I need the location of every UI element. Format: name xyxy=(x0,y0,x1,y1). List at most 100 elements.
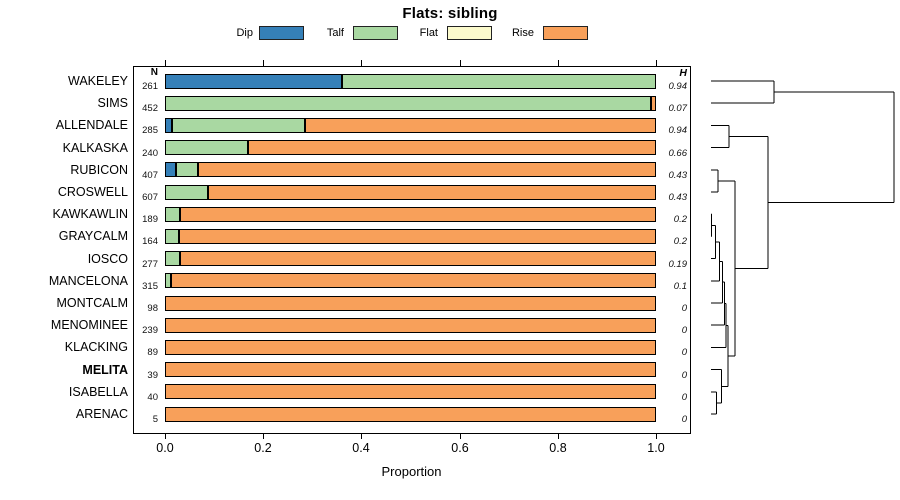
x-axis-tick xyxy=(460,433,461,439)
plot-box xyxy=(133,66,691,434)
h-value: 0.2 xyxy=(673,236,687,248)
h-value: 0.2 xyxy=(673,214,687,226)
n-value: 240 xyxy=(142,147,158,159)
x-axis-tick-label: 1.0 xyxy=(647,441,665,455)
row-label: MONTCALM xyxy=(56,296,128,310)
n-value: 315 xyxy=(142,280,158,292)
n-value: 39 xyxy=(147,369,158,381)
h-value: 0.1 xyxy=(673,280,687,292)
bar-segment-talf xyxy=(341,73,656,89)
bar-segment-talf xyxy=(175,162,198,178)
h-value: 0 xyxy=(681,414,687,425)
h-column-header: H xyxy=(679,67,687,79)
bar-segment-rise xyxy=(208,184,656,200)
row-label: IOSCO xyxy=(87,251,128,266)
row-label: MENOMINEE xyxy=(50,318,128,333)
legend-label-flat: Flat xyxy=(419,27,438,39)
bar-segment-talf xyxy=(165,206,180,222)
bar-segment-rise xyxy=(304,117,656,133)
row-label: ARENAC xyxy=(75,407,128,421)
x-axis-tick xyxy=(165,433,166,439)
x-axis-tick xyxy=(263,433,264,439)
bar-segment-rise xyxy=(165,384,656,400)
n-value: 607 xyxy=(142,192,158,203)
h-value: 0.07 xyxy=(668,103,688,115)
n-column-header: N xyxy=(150,67,158,78)
x-axis-tick xyxy=(656,433,657,439)
legend-swatch-flat xyxy=(447,26,492,40)
row-label: SIMS xyxy=(97,96,128,111)
row-label: WAKELEY xyxy=(68,74,128,88)
x-axis-tick xyxy=(361,60,362,66)
row-label: ISABELLA xyxy=(68,384,128,399)
x-axis-tick-label: 0.0 xyxy=(156,441,174,455)
bar-segment-rise xyxy=(248,140,656,156)
n-value: 285 xyxy=(142,125,158,137)
row-label: GRAYCALM xyxy=(58,229,128,244)
row-label: KLACKING xyxy=(64,340,128,355)
bar-segment-rise xyxy=(179,206,656,222)
n-value: 40 xyxy=(147,391,158,403)
legend-label-dip: Dip xyxy=(236,27,253,39)
row-label: ALLENDALE xyxy=(55,118,128,133)
row-label: MANCELONA xyxy=(48,273,128,288)
h-value: 0.94 xyxy=(668,125,688,137)
x-axis-tick xyxy=(263,60,264,66)
legend-swatch-dip xyxy=(259,26,304,40)
bar-segment-rise xyxy=(165,406,656,422)
bar-segment-rise xyxy=(651,95,656,111)
n-value: 98 xyxy=(147,303,158,314)
bar-segment-talf xyxy=(172,117,305,133)
row-label: CROSWELL xyxy=(57,185,128,199)
legend-swatch-rise xyxy=(543,26,588,40)
h-value: 0.43 xyxy=(668,169,688,181)
row-label: MELITA xyxy=(82,362,128,377)
bar-segment-talf xyxy=(165,140,249,156)
bar-segment-dip xyxy=(165,73,342,89)
x-axis-tick-label: 0.2 xyxy=(254,441,272,455)
n-value: 89 xyxy=(147,347,158,359)
x-axis-tick xyxy=(165,60,166,66)
h-value: 0.19 xyxy=(668,258,688,270)
h-value: 0.66 xyxy=(668,147,688,159)
x-axis-tick xyxy=(460,60,461,66)
bar-segment-dip xyxy=(165,117,173,133)
row-label: RUBICON xyxy=(70,162,128,177)
row-label: KALKASKA xyxy=(62,140,128,155)
n-value: 164 xyxy=(142,236,158,248)
legend-swatch-talf xyxy=(353,26,398,40)
h-value: 0 xyxy=(681,303,687,314)
n-value: 189 xyxy=(142,214,158,226)
chart-title: Flats: sibling xyxy=(402,5,498,22)
x-axis-tick-label: 0.4 xyxy=(352,441,370,455)
bar-segment-rise xyxy=(197,162,656,178)
row-label: KAWKAWLIN xyxy=(52,207,128,222)
bar-segment-talf xyxy=(165,184,209,200)
n-value: 452 xyxy=(142,103,158,115)
x-axis-tick-label: 0.6 xyxy=(451,441,469,455)
bar-segment-rise xyxy=(165,339,656,355)
bar-segment-talf xyxy=(165,228,179,244)
n-value: 261 xyxy=(142,81,158,92)
bar-segment-talf xyxy=(165,95,652,111)
x-axis-tick xyxy=(558,60,559,66)
h-value: 0.43 xyxy=(668,192,688,203)
x-axis-tick xyxy=(558,433,559,439)
h-value: 0 xyxy=(681,325,687,337)
h-value: 0 xyxy=(681,369,687,381)
bar-segment-rise xyxy=(165,317,656,333)
n-value: 239 xyxy=(142,325,158,337)
bar-segment-rise xyxy=(171,273,656,289)
bar-segment-rise xyxy=(165,295,656,311)
h-value: 0 xyxy=(681,347,687,359)
bar-segment-rise xyxy=(178,228,656,244)
legend-label-rise: Rise xyxy=(511,27,534,39)
n-value: 407 xyxy=(142,169,158,181)
x-axis-tick xyxy=(656,60,657,66)
x-axis-tick xyxy=(361,433,362,439)
h-value: 0 xyxy=(681,391,687,403)
bar-segment-talf xyxy=(165,251,180,267)
h-value: 0.94 xyxy=(668,81,688,92)
x-axis-tick-label: 0.8 xyxy=(549,441,567,455)
